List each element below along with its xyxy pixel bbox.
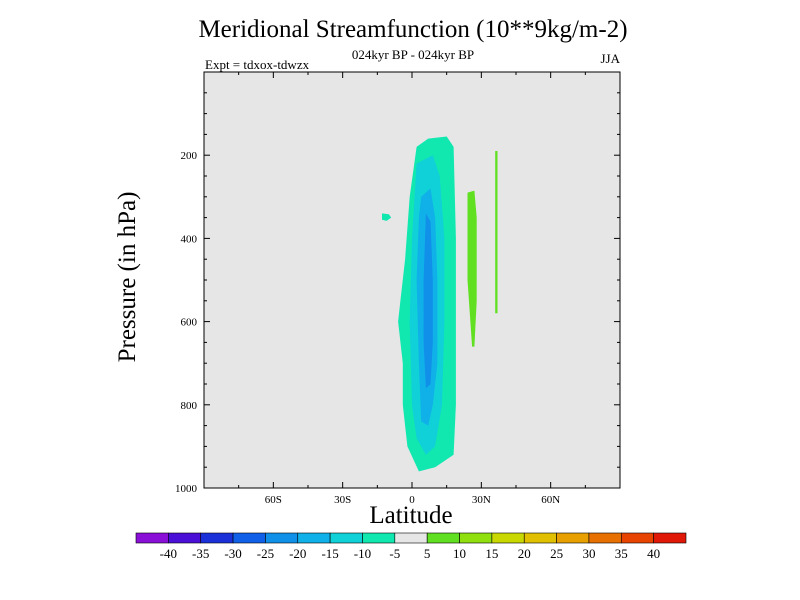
colorbar-label: 15 bbox=[485, 546, 498, 561]
colorbar-label: 25 bbox=[550, 546, 563, 561]
x-tick-label: 60N bbox=[541, 494, 560, 506]
colorbar-swatch bbox=[459, 532, 493, 544]
colorbar-label: -20 bbox=[289, 546, 306, 561]
y-tick-label: 600 bbox=[181, 317, 198, 329]
colorbar-label: -30 bbox=[224, 546, 241, 561]
y-tick-label: 800 bbox=[181, 400, 198, 412]
contour-pos-5-a bbox=[467, 190, 477, 347]
colorbar-swatch bbox=[297, 532, 331, 544]
contour-pos-5-b bbox=[495, 151, 498, 314]
colorbar-swatch bbox=[362, 532, 396, 544]
y-tick-label: 400 bbox=[181, 233, 198, 245]
colorbar-swatch bbox=[588, 532, 622, 544]
colorbar-swatch bbox=[426, 532, 460, 544]
contour-neg-20 bbox=[423, 213, 433, 389]
colorbar-swatch bbox=[200, 532, 234, 544]
x-tick-label: 0 bbox=[409, 494, 415, 506]
colorbar-label: -35 bbox=[192, 546, 209, 561]
colorbar-label: -15 bbox=[321, 546, 338, 561]
colorbar-label: 20 bbox=[518, 546, 531, 561]
colorbar-swatch bbox=[135, 532, 169, 544]
colorbar-swatch bbox=[394, 532, 428, 544]
colorbar-swatch bbox=[491, 532, 525, 544]
chart-subtitle: 024kyr BP - 024kyr BP bbox=[351, 47, 475, 62]
colorbar-label: 5 bbox=[424, 546, 431, 561]
colorbar-label: -10 bbox=[354, 546, 371, 561]
colorbar-swatch bbox=[329, 532, 363, 544]
colorbar-label: 35 bbox=[615, 546, 628, 561]
colorbar-label: -25 bbox=[257, 546, 274, 561]
x-tick-label: 60S bbox=[265, 494, 282, 506]
colorbar-swatch bbox=[653, 532, 687, 544]
colorbar-swatch bbox=[523, 532, 557, 544]
colorbar-swatch bbox=[168, 532, 202, 544]
colorbar-label: -40 bbox=[160, 546, 177, 561]
season-label: JJA bbox=[600, 51, 620, 66]
contour-neg-5-south bbox=[382, 213, 392, 221]
experiment-label: Expt = tdxox-tdwzx bbox=[205, 57, 310, 72]
x-tick-label: 30N bbox=[472, 494, 491, 506]
colorbar-swatch bbox=[232, 532, 266, 544]
chart-title: Meridional Streamfunction (10**9kg/m-2) bbox=[198, 16, 628, 43]
y-tick-label: 200 bbox=[181, 150, 198, 162]
colorbar-label: 40 bbox=[647, 546, 660, 561]
colorbar-label: -5 bbox=[389, 546, 400, 561]
colorbar-swatch bbox=[556, 532, 590, 544]
colorbar-swatch bbox=[265, 532, 299, 544]
x-tick-label: 30S bbox=[334, 494, 351, 506]
colorbar-label: 10 bbox=[453, 546, 466, 561]
y-tick-label: 1000 bbox=[175, 483, 198, 495]
colorbar-label: 30 bbox=[582, 546, 595, 561]
colorbar-swatch bbox=[620, 532, 654, 544]
x-axis-label: Latitude bbox=[369, 502, 453, 529]
